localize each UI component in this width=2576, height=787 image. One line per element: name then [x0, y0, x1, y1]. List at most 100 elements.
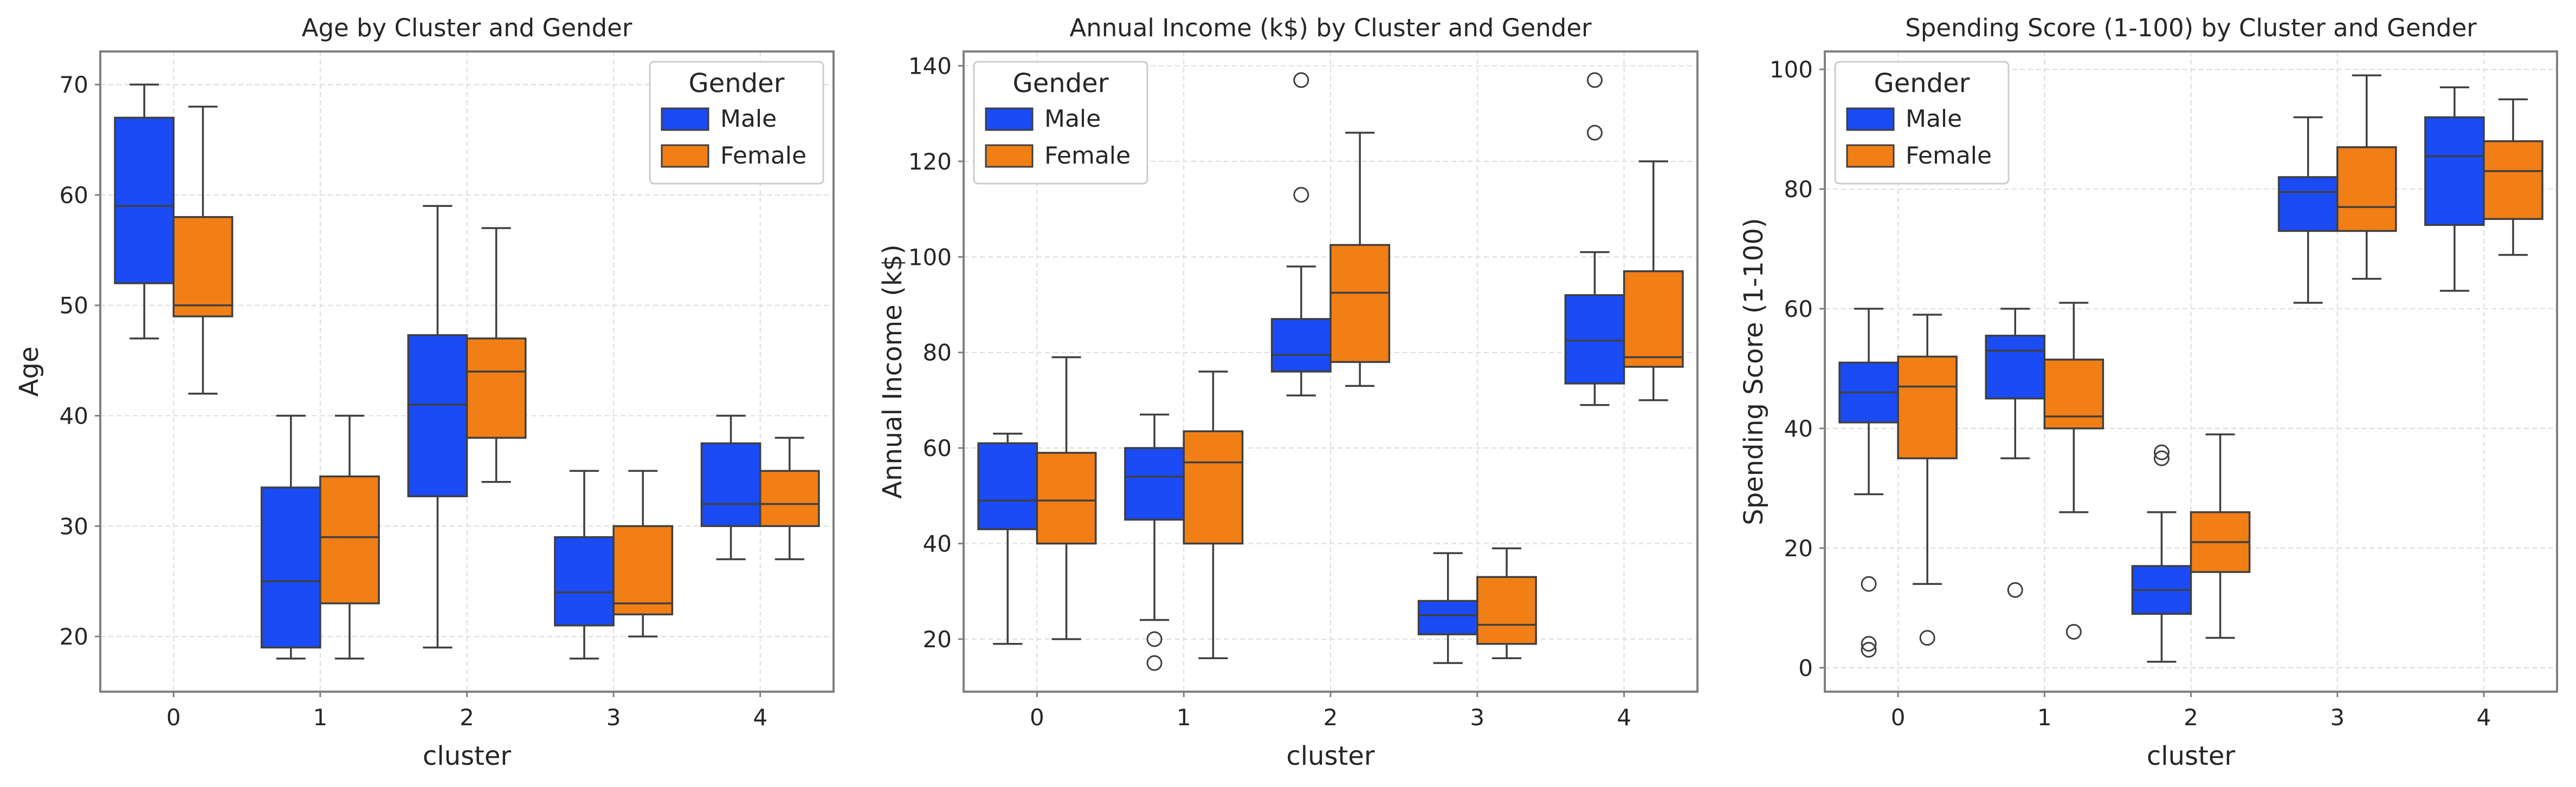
y-tick-label: 40	[1784, 415, 1813, 442]
iqr-box	[1183, 430, 1244, 545]
legend-label-male: Male	[720, 105, 777, 133]
y-tick-label: 60	[923, 435, 952, 461]
box-male-cluster-4	[700, 414, 761, 561]
x-tick-label: 0	[166, 704, 181, 731]
y-tick-label: 120	[908, 148, 952, 175]
x-axis-label: cluster	[423, 741, 512, 771]
x-axis-label: cluster	[1286, 741, 1375, 771]
box-male-cluster-2	[407, 205, 468, 649]
box-female-cluster-3	[612, 470, 674, 638]
iqr-box	[1270, 318, 1332, 373]
legend: Gender Male Female	[649, 61, 824, 185]
legend-swatch-male	[985, 107, 1034, 131]
box-male-cluster-3	[2277, 116, 2339, 304]
legend-swatch-male	[1846, 107, 1895, 131]
x-tick-label: 3	[2330, 704, 2345, 731]
y-tick-label: 80	[1784, 176, 1813, 203]
x-tick-label: 2	[1323, 704, 1338, 731]
box-male-cluster-2	[1270, 72, 1332, 396]
outlier-point	[1919, 630, 1935, 646]
x-tick-label: 0	[1030, 704, 1044, 731]
legend-label-female: Female	[1044, 142, 1131, 170]
legend-swatch-female	[1846, 144, 1895, 168]
box-female-cluster-1	[2043, 302, 2104, 640]
outlier-point	[1293, 72, 1309, 88]
y-tick-label: 100	[908, 244, 952, 270]
y-axis-label: Spending Score (1-100)	[1739, 218, 1769, 525]
iqr-box	[2043, 359, 2104, 430]
iqr-box	[612, 525, 674, 616]
box-female-cluster-1	[1183, 370, 1244, 660]
legend-title: Gender	[1874, 68, 1970, 99]
chart-panel-1: 20 40 60 80 100 120 140 0 1 2 3 4 Annual Income (k$)…	[877, 14, 1699, 771]
box-male-cluster-2	[2131, 444, 2192, 663]
chart-title: Age by Cluster and Gender	[302, 14, 632, 42]
outlier-point	[1861, 642, 1877, 658]
iqr-box	[1329, 244, 1391, 363]
box-female-cluster-0	[172, 106, 234, 395]
legend-title: Gender	[1013, 68, 1109, 99]
x-tick-label: 1	[1177, 704, 1191, 731]
y-tick-label: 60	[60, 182, 88, 209]
box-female-cluster-0	[1897, 314, 1958, 646]
outlier-point	[2153, 444, 2170, 460]
legend-swatch-male	[661, 107, 709, 131]
legend: Gender Male Female	[973, 61, 1148, 185]
x-tick-label: 4	[753, 704, 767, 731]
iqr-box	[114, 116, 175, 284]
y-tick-label: 140	[908, 53, 952, 79]
x-tick-label: 0	[1891, 704, 1906, 731]
outlier-point	[1146, 631, 1163, 647]
iqr-box	[1623, 270, 1684, 368]
x-tick-label: 2	[460, 704, 474, 731]
box-female-cluster-2	[466, 227, 527, 483]
box-female-cluster-4	[2483, 98, 2543, 256]
y-tick-label: 70	[60, 71, 88, 98]
legend-label-female: Female	[720, 142, 806, 170]
x-tick-label: 3	[606, 704, 621, 731]
box-female-cluster-1	[319, 414, 380, 660]
iqr-box	[1036, 452, 1097, 545]
iqr-box	[700, 442, 761, 528]
iqr-box	[2336, 146, 2397, 232]
box-male-cluster-0	[114, 83, 175, 340]
y-tick-label: 50	[60, 292, 88, 319]
outlier-point	[1293, 187, 1309, 203]
legend: Gender Male Female	[1834, 61, 2010, 185]
y-tick-label: 60	[1784, 296, 1813, 322]
x-tick-label: 1	[2037, 704, 2052, 731]
y-tick-label: 40	[923, 531, 952, 557]
outlier-point	[2153, 450, 2170, 466]
outlier-point	[1861, 636, 1877, 652]
outlier-point	[1586, 72, 1603, 88]
box-male-cluster-0	[1838, 308, 1899, 658]
y-tick-label: 20	[923, 626, 952, 653]
iqr-box	[407, 334, 468, 498]
iqr-box	[1985, 334, 2046, 400]
box-female-cluster-4	[1623, 160, 1684, 401]
box-female-cluster-4	[759, 437, 820, 561]
outlier-point	[2007, 582, 2023, 598]
box-female-cluster-2	[2190, 433, 2251, 639]
box-male-cluster-1	[1124, 413, 1185, 671]
box-female-cluster-3	[1476, 547, 1537, 660]
box-female-cluster-2	[1329, 132, 1391, 387]
iqr-box	[1897, 355, 1958, 459]
outlier-point	[2065, 624, 2082, 640]
y-tick-label: 20	[1784, 535, 1813, 562]
y-tick-label: 100	[1770, 56, 1813, 83]
chart-panel-0: 20 30 40 50 60 70 0 1 2 3 4 Age by Cluster and Gend…	[14, 14, 835, 771]
legend-swatch-female	[661, 144, 709, 168]
x-tick-label: 2	[2184, 704, 2198, 731]
legend-title: Gender	[689, 68, 785, 99]
y-tick-label: 30	[60, 513, 88, 539]
box-male-cluster-1	[1985, 308, 2046, 598]
x-tick-label: 1	[313, 704, 328, 731]
box-male-cluster-0	[977, 432, 1038, 645]
iqr-box	[1564, 294, 1625, 385]
legend-swatch-female	[985, 144, 1034, 168]
x-tick-label: 3	[1470, 704, 1484, 731]
iqr-box	[466, 337, 527, 439]
iqr-box	[1124, 447, 1185, 521]
